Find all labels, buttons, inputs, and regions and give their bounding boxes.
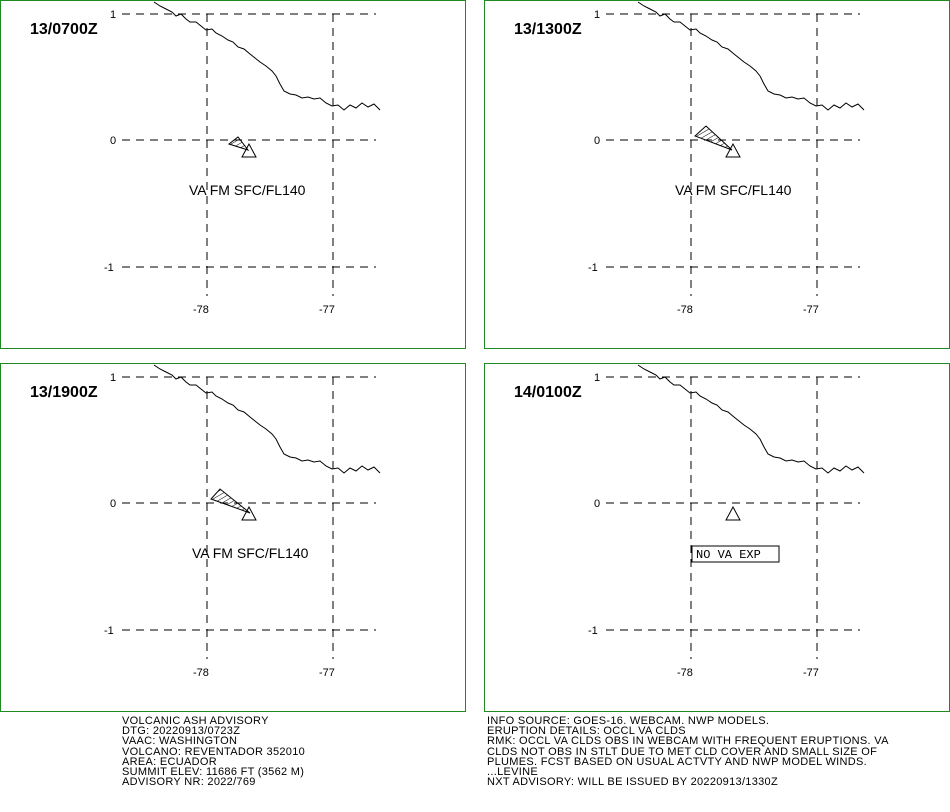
- panel-frame: [484, 363, 950, 712]
- lon-label-77: -77: [319, 667, 335, 679]
- advisory-line: AREA: ECUADOR: [122, 755, 217, 768]
- advisory-line: SUMMIT ELEV: 11686 FT (3562 M): [122, 766, 305, 779]
- advisory-line: PLUMES. FCST BASED ON USUAL ACTVTY AND N…: [487, 755, 867, 768]
- lat-label-1: 1: [110, 9, 116, 21]
- no-va-box: [691, 545, 780, 563]
- advisory-line: ADVISORY NR: 2022/769: [122, 776, 256, 789]
- volcano-icon: [241, 505, 257, 521]
- va-label: VA FM SFC/FL140: [192, 545, 309, 561]
- lon-label-78: -78: [677, 304, 693, 316]
- lat-label-1: 1: [594, 372, 600, 384]
- advisory-line: DTG: 20220913/0723Z: [122, 725, 241, 738]
- advisory-line: NXT ADVISORY: WILL BE ISSUED BY 20220913…: [487, 776, 778, 789]
- forecast-panel-1: 1 0 -1 -78 -77 13/1300Z VA FM SFC/FL140: [484, 0, 950, 349]
- valid-time: 13/0700Z: [30, 21, 98, 38]
- map-2: 1 0 -1 -78 -77 13/1900Z VA FM SFC/FL140: [0, 363, 466, 712]
- va-label: VA FM SFC/FL140: [675, 182, 792, 198]
- forecast-panel-3: 1 0 -1 -78 -77 14/0100Z NO VA EXP: [484, 363, 950, 712]
- advisory-line: CLDS NOT OBS IN STLT DUE TO MET CLD COVE…: [487, 745, 878, 758]
- ash-plume: [210, 488, 251, 514]
- lon-label-77: -77: [803, 304, 819, 316]
- advisory-line: VOLCANIC ASH ADVISORY: [122, 715, 269, 727]
- advisory-header-block: VOLCANIC ASH ADVISORY DTG: 20220913/0723…: [122, 715, 306, 789]
- lon-label-77: -77: [803, 667, 819, 679]
- valid-time: 14/0100Z: [514, 384, 582, 401]
- lon-label-78: -78: [193, 667, 209, 679]
- advisory-line: VOLCANO: REVENTADOR 352010: [122, 745, 306, 758]
- volcano-icon: [725, 142, 741, 158]
- valid-time: 13/1900Z: [30, 384, 98, 401]
- lat-label-0: 0: [594, 135, 600, 147]
- panel-frame: [0, 0, 466, 349]
- lon-label-77: -77: [319, 304, 335, 316]
- ash-plume: [227, 136, 250, 151]
- map-1: 1 0 -1 -78 -77 13/1300Z VA FM SFC/FL140: [484, 0, 950, 349]
- advisory-line: INFO SOURCE: GOES-16. WEBCAM. NWP MODELS…: [487, 715, 770, 727]
- lon-label-78: -78: [677, 667, 693, 679]
- forecast-panel-0: 1 0 -1 -78 -77 13/0700Z VA FM SFC/FL140: [0, 0, 466, 349]
- lat-label-minus1: -1: [588, 625, 598, 637]
- lon-label-78: -78: [193, 304, 209, 316]
- va-label: VA FM SFC/FL140: [189, 182, 306, 198]
- panel-frame: [484, 0, 950, 349]
- lat-label-minus1: -1: [104, 262, 114, 274]
- lat-label-0: 0: [110, 135, 116, 147]
- coastline: [637, 1, 865, 111]
- volcano-icon: [725, 505, 741, 521]
- lat-label-minus1: -1: [588, 262, 598, 274]
- forecast-panel-2: 1 0 -1 -78 -77 13/1900Z VA FM SFC/FL140: [0, 363, 466, 712]
- lat-label-minus1: -1: [104, 625, 114, 637]
- lat-label-0: 0: [110, 498, 116, 510]
- advisory-remarks-block: INFO SOURCE: GOES-16. WEBCAM. NWP MODELS…: [487, 715, 889, 789]
- advisory-line: ...LEVINE: [487, 766, 538, 779]
- advisory-line: RMK: OCCL VA CLDS OBS IN WEBCAM WITH FRE…: [487, 735, 889, 748]
- map-3: 1 0 -1 -78 -77 14/0100Z NO VA EXP: [484, 363, 950, 712]
- coastline: [153, 364, 381, 474]
- panel-frame: [0, 363, 466, 712]
- coastline: [637, 364, 865, 474]
- volcano-icon: [241, 142, 257, 158]
- lat-label-0: 0: [594, 498, 600, 510]
- coastline: [153, 1, 381, 111]
- valid-time: 13/1300Z: [514, 21, 582, 38]
- va-label: NO VA EXP: [696, 548, 761, 562]
- map-0: 1 0 -1 -78 -77 13/0700Z VA FM SFC/FL140: [0, 0, 466, 349]
- ash-plume: [694, 125, 733, 151]
- advisory-line: VAAC: WASHINGTON: [122, 735, 238, 748]
- advisory-line: ERUPTION DETAILS: OCCL VA CLDS: [487, 725, 686, 738]
- lat-label-1: 1: [110, 372, 116, 384]
- lat-label-1: 1: [594, 9, 600, 21]
